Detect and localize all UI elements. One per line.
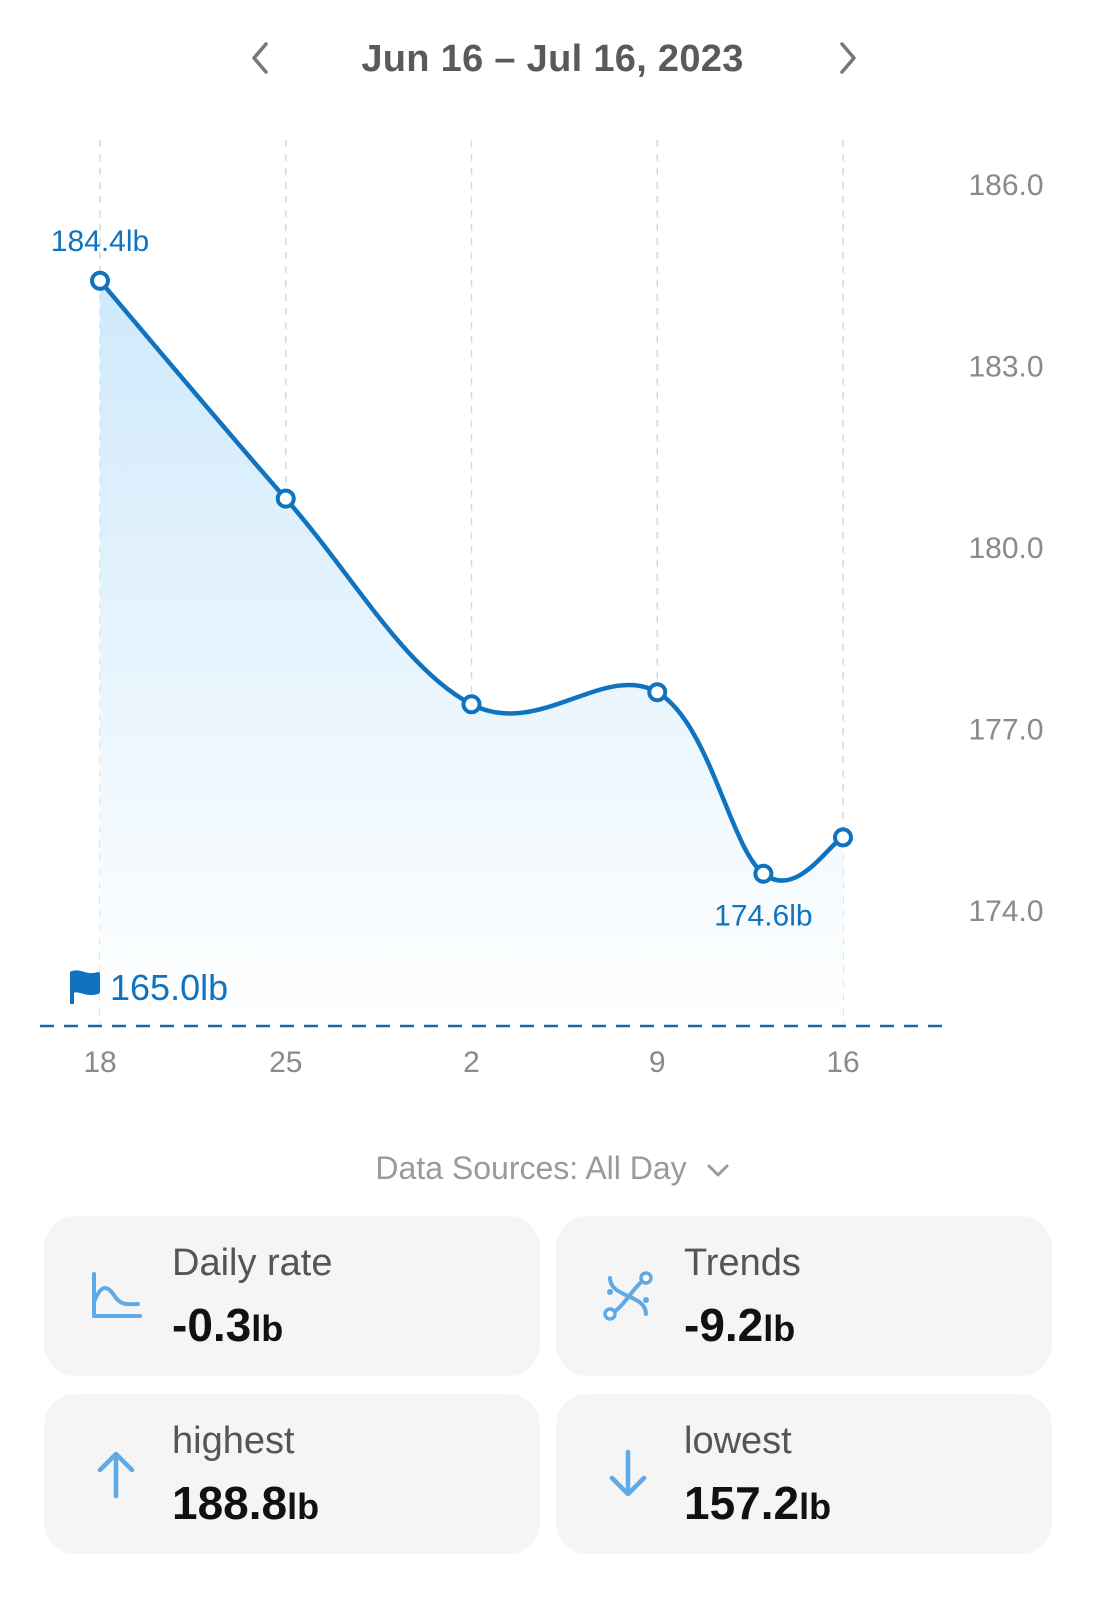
stat-card-daily-rate[interactable]: Daily rate -0.3lb bbox=[44, 1216, 540, 1376]
stat-card-highest[interactable]: highest 188.8lb bbox=[44, 1394, 540, 1554]
data-sources-dropdown[interactable]: Data Sources: All Day bbox=[0, 1150, 1105, 1194]
y-tick-label: 186.0 bbox=[968, 169, 1043, 202]
chevron-right-icon bbox=[840, 42, 856, 74]
max-value-label: 184.4lb bbox=[51, 225, 149, 258]
data-point[interactable] bbox=[275, 488, 296, 509]
stat-value: 188.8lb bbox=[172, 1477, 320, 1529]
stat-value: -9.2lb bbox=[684, 1299, 796, 1351]
y-tick-label: 177.0 bbox=[968, 714, 1043, 747]
stat-label: highest bbox=[172, 1420, 295, 1462]
data-point[interactable] bbox=[753, 863, 774, 884]
stat-card-lowest[interactable]: lowest 157.2lb bbox=[556, 1394, 1052, 1554]
stat-label: Trends bbox=[684, 1242, 801, 1284]
chevron-down-icon bbox=[707, 1164, 729, 1177]
data-point[interactable] bbox=[90, 270, 110, 291]
goal-marker: 165.0lb bbox=[70, 967, 228, 1008]
goal-value-label: 165.0lb bbox=[110, 967, 228, 1008]
data-point[interactable] bbox=[833, 827, 853, 848]
y-tick-label: 183.0 bbox=[968, 351, 1043, 384]
x-tick-label: 2 bbox=[463, 1046, 480, 1079]
date-range-title: Jun 16 – Jul 16, 2023 bbox=[361, 38, 744, 80]
y-tick-label: 174.0 bbox=[968, 895, 1043, 928]
min-value-label: 174.6lb bbox=[714, 900, 812, 933]
x-tick-label: 18 bbox=[83, 1046, 116, 1079]
data-sources-label: Data Sources: All Day bbox=[375, 1150, 687, 1186]
trend-path-icon bbox=[603, 1271, 653, 1321]
flag-icon bbox=[70, 970, 100, 1004]
data-point[interactable] bbox=[647, 682, 668, 703]
data-point[interactable] bbox=[461, 694, 482, 715]
x-tick-label: 16 bbox=[826, 1046, 859, 1079]
stat-label: lowest bbox=[684, 1420, 792, 1462]
stat-card-trends[interactable]: Trends -9.2lb bbox=[556, 1216, 1052, 1376]
arrow-down-icon bbox=[609, 1449, 647, 1497]
previous-period-button[interactable] bbox=[238, 36, 282, 80]
stat-value: -0.3lb bbox=[172, 1299, 284, 1351]
weight-chart: 186.0 183.0 180.0 177.0 174.0 18 25 2 9 16 184.4… bbox=[0, 120, 1105, 1100]
weight-chart-svg: 186.0 183.0 180.0 177.0 174.0 18 25 2 9 16 184.4… bbox=[40, 140, 1044, 1079]
date-navigation: Jun 16 – Jul 16, 2023 bbox=[0, 30, 1105, 90]
next-period-button[interactable] bbox=[826, 36, 870, 80]
area-chart-icon bbox=[92, 1272, 142, 1318]
y-tick-label: 180.0 bbox=[968, 532, 1043, 565]
arrow-up-icon bbox=[97, 1451, 135, 1499]
x-tick-label: 25 bbox=[269, 1046, 302, 1079]
stat-label: Daily rate bbox=[172, 1242, 333, 1284]
chart-area-fill bbox=[100, 280, 843, 1026]
stat-value: 157.2lb bbox=[684, 1477, 832, 1529]
x-tick-label: 9 bbox=[649, 1046, 666, 1079]
chevron-left-icon bbox=[252, 42, 268, 74]
